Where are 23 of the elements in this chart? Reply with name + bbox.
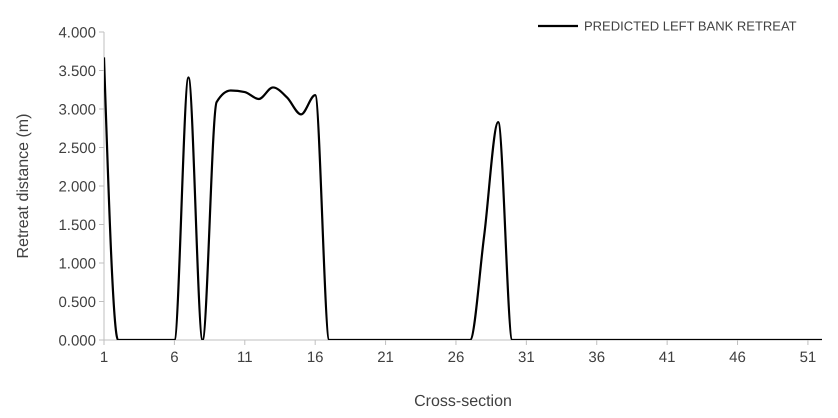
x-tick-label: 41	[658, 349, 676, 366]
y-tick-label: 2.000	[58, 178, 96, 196]
y-tick-label: 3.500	[58, 62, 96, 80]
y-tick-label: 3.000	[58, 101, 96, 118]
y-tick-label: 1.500	[58, 216, 96, 234]
y-axis-title: Retreat distance (m)	[15, 114, 32, 258]
x-tick-label: 16	[306, 349, 324, 366]
x-tick-label: 46	[729, 349, 746, 366]
y-tick-label: 2.500	[58, 140, 96, 157]
legend-label: PREDICTED LEFT BANK RETREAT	[584, 18, 797, 34]
x-tick-label: 51	[800, 349, 816, 366]
x-tick-label: 11	[236, 349, 253, 366]
x-tick-label: 31	[518, 349, 535, 366]
x-axis-title: Cross-section	[414, 393, 512, 410]
x-tick-label: 26	[448, 349, 464, 366]
x-tick-label: 36	[588, 349, 606, 366]
y-tick-label: 1.000	[58, 255, 96, 272]
y-tick-label: 0.500	[58, 294, 96, 311]
x-tick-label: 1	[100, 349, 108, 366]
x-tick-label: 21	[377, 349, 394, 366]
x-tick-label: 6	[170, 349, 179, 366]
y-tick-label: 0.000	[58, 332, 96, 350]
y-tick-label: 4.000	[58, 24, 96, 42]
